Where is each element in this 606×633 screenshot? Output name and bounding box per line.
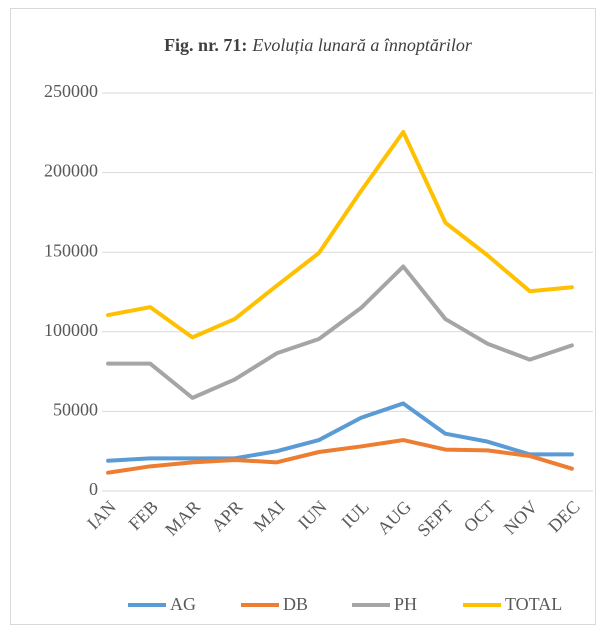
legend-label: AG	[170, 594, 196, 614]
series-line	[106, 264, 574, 400]
y-tick-label: 100000	[44, 320, 98, 340]
series-line	[106, 438, 574, 475]
y-tick-label: 0	[89, 479, 98, 499]
y-tick-label: 150000	[44, 240, 98, 260]
y-tick-label: 200000	[44, 161, 98, 181]
title-prefix: Fig. nr. 71:	[164, 35, 247, 55]
series-line	[106, 401, 574, 463]
title-text: Evoluția lunară a înnoptărilor	[251, 35, 473, 55]
legend-label: TOTAL	[505, 594, 562, 614]
legend-label: DB	[283, 594, 308, 614]
y-tick-label: 250000	[44, 81, 98, 101]
legend-label: PH	[394, 594, 417, 614]
chart-title: Fig. nr. 71: Evoluția lunară a înnoptăril…	[164, 35, 473, 55]
series-line	[106, 130, 574, 340]
y-tick-label: 50000	[53, 400, 98, 420]
